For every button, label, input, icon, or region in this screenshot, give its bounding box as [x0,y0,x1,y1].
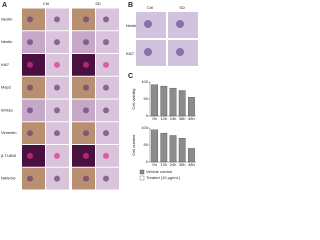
x-tick-label: 12h [160,162,167,167]
y-tick-label: 100 [141,125,148,130]
x-tick-label: 36h [179,162,186,167]
row-label: Nestin [126,23,137,28]
bar [188,148,195,163]
cell [103,175,109,182]
cell [27,107,33,114]
y-tick-label: 100 [141,79,148,84]
cell [103,61,109,68]
x-tick-label: 36h [179,116,186,121]
bar [169,135,177,163]
cell [54,175,60,182]
row-label: Vimentin [1,130,17,135]
y-tick-label: 0 [146,159,149,164]
row-label: Map2 [1,85,12,90]
x-tick-label: 0h [152,116,156,121]
figure: A B C Ctrl SD Ctrl SD Nestin Nestin Ki67 Ma… [1,1,198,190]
cell [144,48,152,56]
bar [178,90,186,117]
x-tick-label: 12h [160,116,167,121]
cell [103,152,109,159]
legend-label: Treated (10 μg/mL) [146,175,181,180]
cell [103,130,109,137]
bar [160,132,168,163]
micrograph [22,145,45,167]
row-label: Nestin [1,16,12,21]
cell [83,16,89,23]
x-tick-label: 24h [170,162,177,167]
cell [83,107,89,114]
cell [103,84,109,91]
cell [54,84,60,91]
bar [151,129,158,163]
cell [83,84,89,91]
cell [83,130,89,137]
y-axis-label: Cell viability [131,88,136,109]
y-tick-label: 50 [144,142,149,147]
cell [54,152,60,159]
legend-label: Vehicle control [146,169,172,174]
cell [176,48,184,56]
column-header: SD [95,1,101,6]
y-axis-label: Cell number [131,134,136,156]
x-tick-label: 48h [188,116,195,121]
legend-swatch [139,169,145,175]
cell [54,61,60,68]
cell [83,39,89,46]
row-label: NANOG [1,176,16,181]
bar [169,87,177,117]
cell [27,84,33,91]
cell [27,175,33,182]
cell [103,16,109,23]
panel-label: B [128,2,133,9]
cell [103,39,109,46]
micrograph [22,31,45,53]
micrograph [22,99,45,122]
micrograph [22,76,45,99]
cell [54,107,60,114]
cell [83,152,89,159]
x-tick-label: 0h [152,162,156,167]
bar [178,138,186,163]
cell [103,107,109,114]
row-label: Ki67 [1,62,10,67]
cell [27,61,33,68]
bar [160,85,168,117]
cell [54,16,60,23]
row-label: Wnt3a [1,107,13,112]
bar [188,97,195,117]
y-tick-label: 0 [146,113,149,118]
micrograph [22,122,45,144]
cell [54,130,60,137]
panel-label: A [2,2,7,9]
micrograph [22,167,45,190]
cell [27,16,33,23]
row-label: Ki67 [126,51,135,56]
x-tick-label: 48h [188,162,195,167]
cell [83,61,89,68]
cell [83,175,89,182]
bar [151,84,158,117]
micrograph [22,54,45,76]
cell [54,39,60,46]
cell [27,39,33,46]
x-tick-label: 24h [170,116,177,121]
row-label: β-TUBIII [1,153,16,158]
row-label: Nestin [1,39,12,44]
cell [27,130,33,137]
panel-label: C [128,73,133,80]
cell [27,152,33,159]
column-header: Ctrl [147,5,153,10]
column-header: Ctrl [43,1,49,6]
micrograph [22,8,45,31]
column-header: SD [179,5,185,10]
y-tick-label: 50 [144,96,149,101]
cell [144,20,152,28]
cell [176,20,184,28]
legend-swatch [139,175,145,181]
